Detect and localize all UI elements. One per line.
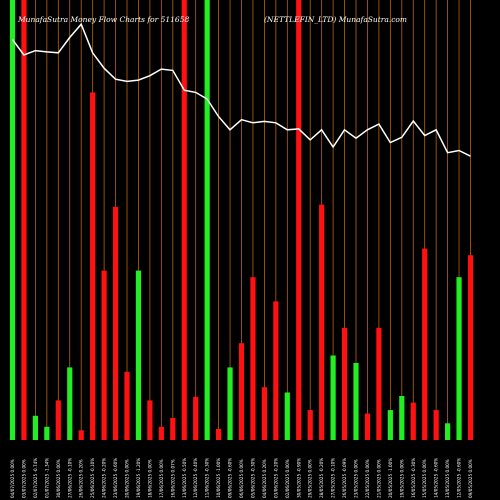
- x-tick-label: 28/05/2025 -0.20%: [319, 458, 324, 498]
- chart-title-left: MunafaSutra Money Flow Charts for 511658: [17, 15, 189, 24]
- x-tick-label: 18/06/2025 0.00%: [147, 459, 152, 498]
- bar-green: [135, 270, 142, 440]
- x-tick-label: 09/06/2025 -0.60%: [228, 458, 233, 498]
- x-tick-label: 20/05/2025 -1.00%: [388, 458, 393, 498]
- x-tick-label: 19/05/2025 0.00%: [399, 459, 404, 498]
- x-tick-label: 26/06/2025 0.20%: [79, 459, 84, 498]
- x-tick-label: 12/06/2025 -0.40%: [193, 458, 198, 498]
- x-tick-label: 15/05/2025 0.00%: [422, 459, 427, 498]
- bar-red: [112, 206, 119, 440]
- x-tick-label: 30/05/2025 -0.90%: [296, 458, 301, 498]
- bar-green: [32, 415, 38, 440]
- bar-series: [9, 0, 474, 441]
- bar-green: [330, 355, 336, 440]
- bar-red: [193, 396, 199, 440]
- bar-red: [261, 387, 267, 440]
- x-tick-label: 17/06/2025 0.00%: [159, 459, 164, 498]
- x-tick-label: 13/05/2025 0.00%: [445, 459, 450, 498]
- bar-red: [410, 402, 416, 440]
- bar-red: [216, 429, 222, 440]
- x-tick-label: 30/06/2025 0.00%: [56, 459, 61, 498]
- bar-green: [204, 0, 210, 440]
- x-tick-label: 03/07/2025 0.00%: [21, 459, 26, 498]
- x-tick-label: 02/06/2025 0.00%: [285, 459, 290, 498]
- bar-red: [238, 343, 245, 440]
- x-tick-label: 27/05/2025 -0.10%: [331, 458, 336, 498]
- x-tick-label: 29/05/2025 0.00%: [308, 459, 313, 498]
- bar-red: [422, 248, 428, 440]
- bar-red: [433, 410, 439, 440]
- x-tick-label: 25/06/2025 -0.10%: [90, 458, 95, 498]
- bar-red: [78, 430, 84, 440]
- bar-green: [353, 363, 359, 440]
- bar-green: [227, 367, 233, 440]
- x-tick-label: 27/06/2025 -0.10%: [67, 458, 72, 498]
- x-tick-label: 12/05/2025 -0.60%: [457, 458, 462, 498]
- bar-red: [296, 0, 302, 440]
- x-tick-label: 26/05/2025 -0.09%: [342, 458, 347, 498]
- x-tick-label: 20/06/2025 0.00%: [125, 459, 130, 498]
- bar-red: [273, 301, 279, 440]
- money-flow-line: [11, 22, 471, 157]
- x-tick-label: 21/05/2025 0.00%: [376, 459, 381, 498]
- bar-green: [456, 277, 462, 440]
- x-tick-label: 10/06/2025 -1.00%: [216, 458, 221, 498]
- bar-red: [101, 270, 107, 440]
- bar-red: [55, 400, 61, 440]
- x-tick-label: 14/05/2025 -0.60%: [434, 458, 439, 498]
- x-tick-label: 06/06/2025 0.00%: [239, 459, 244, 498]
- bar-green: [9, 0, 16, 440]
- x-tick-label: 22/05/2025 0.00%: [365, 459, 370, 498]
- chart-title-right: (NETTLEFIN_LTD) MunafaSutra.com: [264, 15, 407, 24]
- x-tick-label: 09/05/2025 0.00%: [468, 459, 473, 498]
- x-tick-label: 16/06/2025 0.07%: [170, 459, 175, 498]
- x-tick-label: 19/06/2025 -1.20%: [136, 458, 141, 498]
- x-tick-label: 23/06/2025 -0.60%: [113, 458, 118, 498]
- bar-red: [21, 0, 27, 440]
- x-tick-label: 01/07/2025 -1.34%: [44, 458, 49, 498]
- bar-green: [44, 426, 50, 440]
- x-tick-label: 24/06/2025 -0.20%: [102, 458, 107, 498]
- x-tick-label: 13/06/2025 -0.50%: [182, 458, 187, 498]
- x-tick-label: 23/05/2025 0.00%: [354, 459, 359, 498]
- bar-red: [364, 413, 371, 440]
- x-tick-label: 16/05/2025 -0.30%: [411, 458, 416, 498]
- bar-red: [319, 204, 325, 440]
- bar-green: [445, 423, 451, 440]
- bar-red: [341, 327, 348, 440]
- bar-red: [170, 418, 176, 440]
- bar-green: [67, 367, 73, 440]
- x-tick-label: 04/07/2025 0.00%: [10, 459, 15, 498]
- x-tick-label: 04/06/2025 0.20%: [262, 459, 267, 498]
- bar-red: [307, 410, 313, 440]
- x-tick-labels: 04/07/2025 0.00% 03/07/2025 0.00% 02/07/20…: [10, 458, 473, 498]
- bar-green: [399, 396, 405, 440]
- bar-red: [158, 426, 164, 440]
- bar-red: [250, 277, 256, 440]
- bar-red: [376, 327, 382, 440]
- x-tick-label: 02/07/2025 -0.74%: [33, 458, 38, 498]
- x-tick-label: 05/06/2025 -0.30%: [250, 458, 255, 498]
- x-tick-label: 03/06/2025 -0.20%: [273, 458, 278, 498]
- bar-red: [181, 0, 187, 440]
- bar-red: [124, 371, 130, 440]
- bar-green: [387, 410, 393, 440]
- bar-red: [147, 400, 153, 440]
- x-tick-label: 11/06/2025 -0.30%: [205, 458, 210, 498]
- bar-green: [284, 392, 290, 440]
- bar-red: [90, 92, 96, 441]
- bar-red: [467, 255, 474, 440]
